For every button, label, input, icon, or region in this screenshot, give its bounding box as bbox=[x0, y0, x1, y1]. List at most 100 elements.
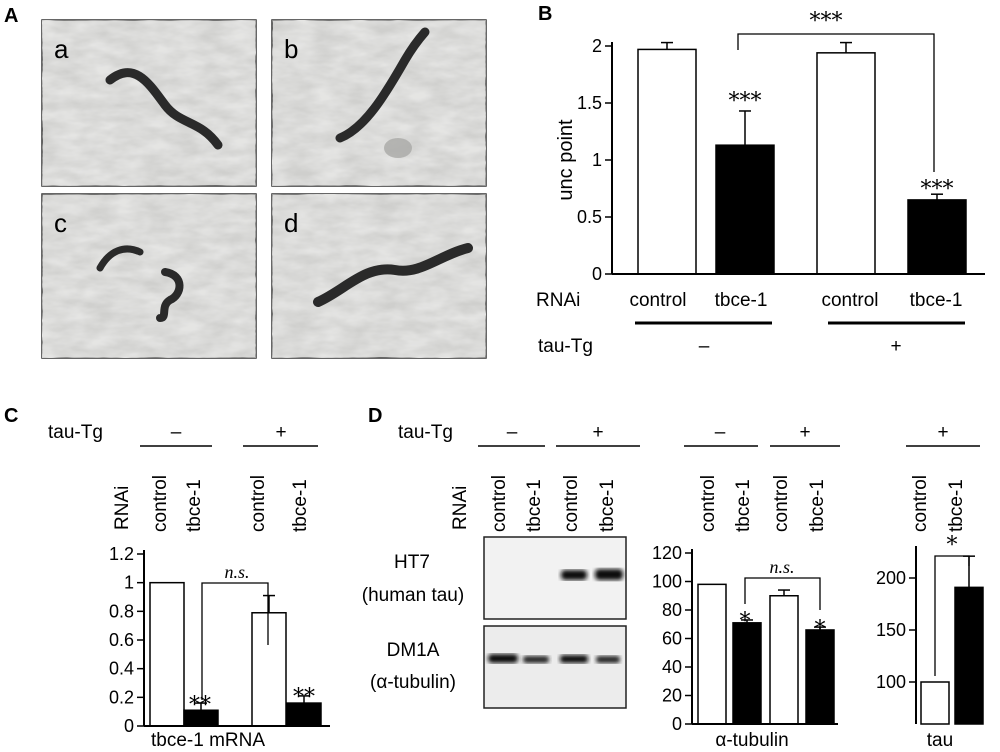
d-lane-label: tbce-1 bbox=[733, 479, 754, 532]
b-category-label: tbce-1 bbox=[715, 290, 768, 311]
d-lane-label: control bbox=[771, 475, 792, 532]
photo-label-b: b bbox=[284, 34, 298, 64]
d1-y-tick-label: 80 bbox=[662, 600, 682, 620]
b-group-minus: – bbox=[699, 336, 710, 357]
b-bar bbox=[715, 144, 775, 275]
panel-label-b: B bbox=[538, 3, 552, 25]
d-lane-label: tbce-1 bbox=[946, 479, 967, 532]
d-lane-label: control bbox=[910, 475, 931, 532]
blot-band bbox=[595, 569, 623, 580]
c-significance-stars: ** bbox=[189, 693, 211, 718]
d1-bar bbox=[805, 629, 835, 725]
d1-ns-label: n.s. bbox=[769, 557, 794, 577]
c-ns-bracket bbox=[201, 582, 269, 700]
d-group-sign: + bbox=[799, 422, 810, 443]
d1-bar bbox=[732, 622, 762, 725]
c-lane-label: control bbox=[150, 475, 171, 532]
chart-d-tubulin: 0 20 40 60 80 100 120 n.s. * * bbox=[652, 543, 838, 734]
worm-photo-a: a bbox=[41, 19, 257, 187]
d-tautg-label: tau-Tg bbox=[398, 422, 453, 443]
b-y-tick-label: 2 bbox=[592, 36, 602, 56]
blot-dm1a-sublabel: (α-tubulin) bbox=[370, 672, 456, 693]
d1-y-tick-label: 100 bbox=[652, 572, 682, 592]
d-group-sign: + bbox=[592, 422, 603, 443]
c-lane-label: control bbox=[248, 475, 269, 532]
blot-ht7 bbox=[483, 536, 627, 620]
d1-ns-bracket bbox=[744, 577, 821, 610]
blot-dm1a-label: DM1A bbox=[387, 640, 440, 661]
b-y-tick-label: 1 bbox=[592, 150, 602, 170]
b-significance-stars: *** bbox=[921, 177, 954, 202]
b-tautg-label: tau-Tg bbox=[538, 336, 593, 357]
d1-y-tick-label: 120 bbox=[652, 543, 682, 563]
d2-bar bbox=[920, 681, 950, 725]
blot-ht7-label: HT7 bbox=[394, 552, 430, 573]
b-bar bbox=[907, 199, 967, 275]
d1-significance-star: * bbox=[815, 617, 826, 642]
d-group-sign: – bbox=[715, 422, 726, 443]
blot-dm1a bbox=[483, 625, 627, 709]
c-y-tick-label: 1 bbox=[124, 573, 134, 593]
c-bar bbox=[149, 581, 185, 727]
c-significance-stars: ** bbox=[293, 685, 315, 710]
d2-xlabel: tau bbox=[927, 730, 953, 751]
panel-label-d: D bbox=[368, 405, 382, 427]
worm-photo-c: c bbox=[41, 193, 257, 359]
blot-band bbox=[523, 656, 549, 663]
c-bar bbox=[251, 612, 287, 727]
chart-b: 0 0.5 1 1.5 2 *** *** *** control tbce-1 control tb… bbox=[577, 9, 985, 311]
photo-label-a: a bbox=[54, 34, 69, 64]
d-lane-label: control bbox=[698, 475, 719, 532]
b-y-tick-label: 0.5 bbox=[577, 207, 602, 227]
d1-significance-star: * bbox=[740, 609, 751, 634]
d-group-sign: + bbox=[937, 422, 948, 443]
d-group-sign: – bbox=[507, 422, 518, 443]
c-ns-label: n.s. bbox=[224, 562, 249, 582]
blot-band bbox=[488, 654, 518, 663]
d1-y-tick-label: 20 bbox=[662, 686, 682, 706]
d1-y-tick-label: 0 bbox=[672, 714, 682, 734]
d1-xlabel: α-tubulin bbox=[715, 730, 788, 751]
panel-label-a: A bbox=[4, 5, 18, 27]
c-y-tick-label: 0.4 bbox=[109, 659, 134, 679]
c-group-minus: – bbox=[171, 422, 182, 443]
d-lane-labels: control tbce-1 control tbce-1 control tbce-1 c… bbox=[478, 422, 980, 532]
worm-photo-d: d bbox=[271, 193, 487, 359]
b-bar bbox=[637, 48, 697, 275]
worm-photo-b: b bbox=[271, 19, 487, 187]
b-group-plus: + bbox=[890, 336, 901, 357]
d-lane-label: tbce-1 bbox=[807, 479, 828, 532]
chart-d-tau: 100 150 200 * bbox=[876, 533, 984, 725]
d1-bar bbox=[769, 595, 799, 725]
d1-y-tick-label: 40 bbox=[662, 657, 682, 677]
d-lane-label: tbce-1 bbox=[597, 479, 618, 532]
blot-band bbox=[560, 655, 588, 663]
d-rnai-label: RNAi bbox=[450, 486, 471, 530]
b-y-tick-label: 1.5 bbox=[577, 93, 602, 113]
d-lane-label: tbce-1 bbox=[524, 479, 545, 532]
c-y-tick-label: 1.2 bbox=[109, 544, 134, 564]
b-y-tick-label: 0 bbox=[592, 264, 602, 284]
blot-ht7-sublabel: (human tau) bbox=[362, 585, 464, 606]
d2-significance-bracket bbox=[934, 555, 970, 676]
d-lane-label: control bbox=[561, 475, 582, 532]
b-ylabel: unc point bbox=[555, 119, 577, 201]
b-significance-stars: *** bbox=[729, 89, 762, 114]
blot-band bbox=[596, 656, 620, 663]
c-rnai-label: RNAi bbox=[112, 486, 133, 530]
d-lane-label: control bbox=[489, 475, 510, 532]
c-y-tick-label: 0.8 bbox=[109, 601, 134, 621]
c-xlabel: tbce-1 mRNA bbox=[151, 730, 265, 751]
d2-y-tick-label: 100 bbox=[876, 672, 906, 692]
c-tautg-label: tau-Tg bbox=[48, 422, 103, 443]
c-group-plus: + bbox=[275, 422, 286, 443]
d2-y-tick-label: 150 bbox=[876, 620, 906, 640]
c-y-tick-label: 0.2 bbox=[109, 687, 134, 707]
c-y-tick-label: 0.6 bbox=[109, 630, 134, 650]
blot-band bbox=[561, 570, 587, 580]
b-category-label: tbce-1 bbox=[910, 290, 963, 311]
panel-label-c: C bbox=[4, 405, 18, 427]
d2-significance-star: * bbox=[947, 533, 958, 558]
b-bar bbox=[816, 52, 876, 275]
